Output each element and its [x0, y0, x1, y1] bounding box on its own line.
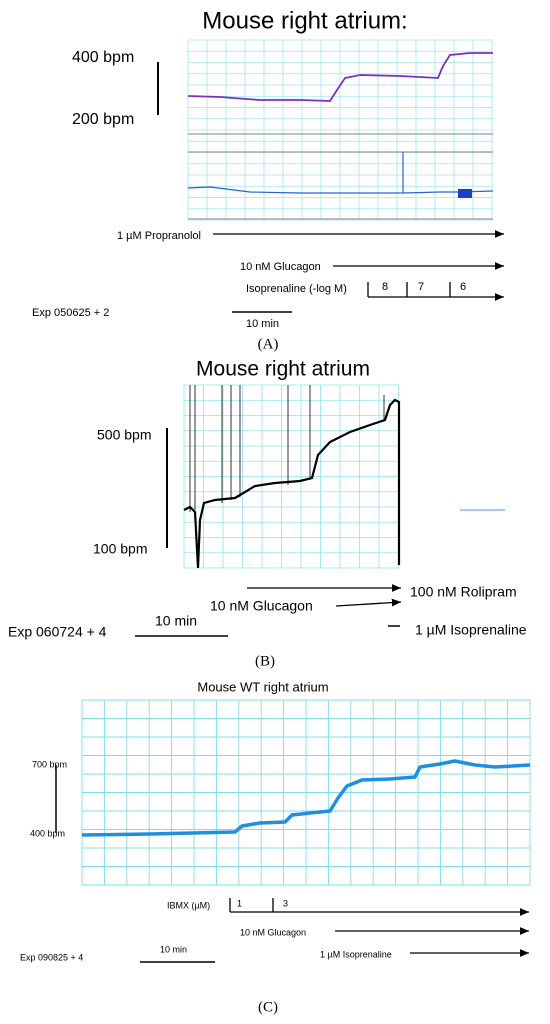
spikes — [189, 385, 385, 512]
scale-label: 400 bpm — [30, 828, 65, 838]
drug: Isoprenaline (-log M) — [246, 283, 347, 295]
trace — [187, 152, 494, 194]
panel-label: (B) — [255, 653, 275, 669]
step: 8 — [382, 281, 388, 293]
drug: 1 µM Isoprenaline — [320, 949, 392, 959]
artifact — [458, 189, 472, 198]
title: Mouse right atrium — [196, 358, 370, 381]
experiment: Exp 050625 + 2 — [32, 307, 109, 319]
time-label: 10 min — [155, 613, 197, 629]
bracket — [229, 898, 274, 912]
time-label: 10 min — [246, 318, 279, 330]
panel-label: (C) — [258, 999, 278, 1015]
panel-b: Mouse right atrium 500 bpm 100 bpm 100 n… — [8, 358, 527, 670]
trace — [81, 759, 531, 837]
scale-label: 400 bpm — [72, 49, 134, 66]
panel-c: Mouse WT right atrium 700 bpm 400 bpm IB… — [20, 679, 531, 1015]
title: Mouse WT right atrium — [197, 679, 328, 694]
arrow — [335, 598, 402, 607]
drug: 10 nM Glucagon — [240, 927, 306, 937]
bracket — [367, 282, 451, 297]
panel-a: Mouse right atrium: 400 bpm 200 bpm 1 µM… — [32, 7, 504, 352]
drug: 10 nM Glucagon — [240, 261, 321, 273]
experiment: Exp 090825 + 4 — [20, 952, 83, 962]
drug: 1 µM Propranolol — [117, 230, 201, 242]
time-label: 10 min — [160, 944, 187, 954]
trace — [183, 398, 401, 569]
panel-label: (A) — [258, 336, 279, 352]
scale-label: 200 bpm — [72, 111, 134, 128]
step: 7 — [418, 281, 424, 293]
drug: 100 nM Rolipram — [410, 584, 517, 600]
drug: IBMX (µM) — [167, 900, 210, 910]
title: Mouse right atrium: — [202, 7, 407, 34]
drug: 10 nM Glucagon — [210, 598, 313, 614]
step: 6 — [460, 281, 466, 293]
scale-label: 700 bpm — [32, 759, 67, 769]
experiment: Exp 060724 + 4 — [8, 624, 107, 640]
step: 3 — [283, 898, 288, 908]
grids — [81, 39, 531, 886]
trace — [187, 52, 493, 102]
scale-label: 500 bpm — [97, 427, 151, 443]
scale-label: 100 bpm — [93, 541, 147, 557]
step: 1 — [237, 898, 242, 908]
drug: 1 µM Isoprenaline — [415, 622, 527, 638]
